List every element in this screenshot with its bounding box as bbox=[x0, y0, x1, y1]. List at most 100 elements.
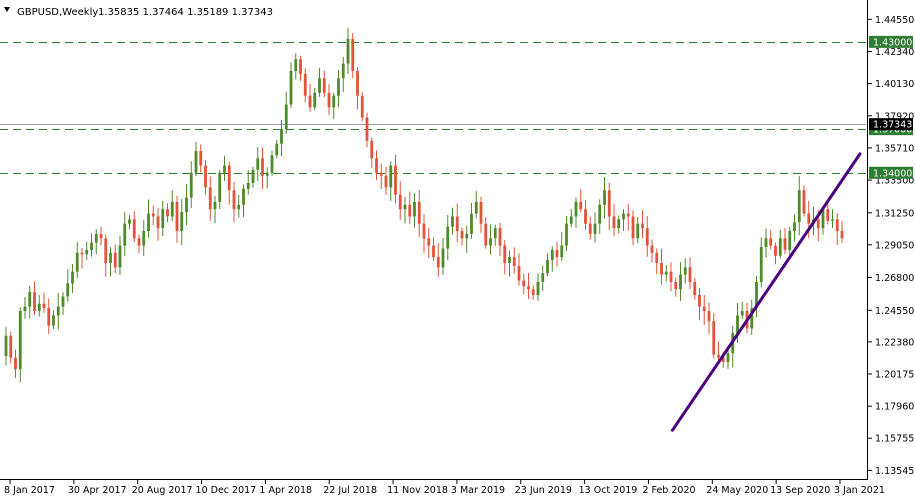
candle-body bbox=[717, 354, 720, 358]
x-tick-label: 20 Aug 2017 bbox=[132, 485, 193, 496]
candle-body bbox=[294, 59, 298, 71]
x-tick-label: 13 Oct 2019 bbox=[579, 485, 638, 496]
y-tick-label: 1.33500 bbox=[875, 176, 914, 187]
candle-body bbox=[612, 216, 616, 229]
candle-body bbox=[180, 212, 184, 231]
candle-body bbox=[147, 213, 150, 231]
candle-body bbox=[327, 92, 331, 108]
candle-body bbox=[80, 252, 84, 255]
candle-body bbox=[346, 38, 350, 64]
candle-body bbox=[61, 296, 65, 307]
candle-body bbox=[769, 238, 773, 246]
current-price-badge bbox=[869, 118, 913, 131]
candle-body bbox=[422, 223, 426, 239]
x-tick-label: 3 Mar 2019 bbox=[451, 485, 505, 496]
candle-body bbox=[242, 188, 245, 205]
candle-body bbox=[512, 257, 516, 266]
candle-body bbox=[698, 295, 701, 307]
y-tick-label: 1.26800 bbox=[875, 273, 914, 284]
collapse-triangle-icon[interactable] bbox=[4, 7, 10, 12]
trendline-layer bbox=[670, 152, 862, 432]
candle-body bbox=[379, 172, 383, 176]
candle-body bbox=[289, 70, 293, 105]
candle-body bbox=[75, 252, 79, 272]
candle-body bbox=[356, 70, 359, 96]
x-tick-label: 10 Dec 2017 bbox=[196, 485, 257, 496]
y-tick-label: 1.42340 bbox=[875, 47, 914, 58]
candle-body bbox=[707, 311, 711, 322]
y-tick-label: 1.29050 bbox=[875, 240, 914, 251]
x-tick-label: 30 Apr 2017 bbox=[68, 485, 127, 496]
y-tick-label: 1.35710 bbox=[875, 143, 914, 154]
candle-body bbox=[52, 315, 55, 326]
candle-body bbox=[626, 213, 630, 217]
candle-body bbox=[280, 129, 283, 144]
candles bbox=[4, 27, 844, 383]
candle-body bbox=[508, 257, 511, 264]
level-badge-label: 1.43000 bbox=[873, 37, 912, 48]
candle-body bbox=[142, 230, 146, 246]
candle-body bbox=[474, 201, 478, 214]
candle-body bbox=[151, 213, 155, 217]
candle-body bbox=[560, 245, 564, 258]
candle-body bbox=[389, 165, 393, 188]
candle-body bbox=[351, 38, 355, 71]
candle-body bbox=[669, 271, 673, 282]
candle-body bbox=[840, 230, 844, 239]
candle-body bbox=[493, 228, 497, 239]
candle-body bbox=[185, 197, 188, 213]
candle-body bbox=[408, 204, 412, 217]
candle-body bbox=[607, 190, 611, 217]
y-tick-label: 1.24550 bbox=[875, 306, 914, 317]
candle-body bbox=[308, 95, 312, 108]
level-badge-label: 1.34000 bbox=[873, 168, 912, 179]
candle-body bbox=[788, 230, 792, 250]
candle-body bbox=[441, 248, 445, 268]
candle-body bbox=[237, 204, 241, 210]
candle-body bbox=[489, 238, 492, 246]
candle-body bbox=[23, 306, 27, 312]
candle-body bbox=[199, 150, 203, 166]
candle-body bbox=[721, 357, 725, 362]
candle-body bbox=[322, 78, 326, 93]
candle-body bbox=[470, 213, 473, 234]
candle-body bbox=[802, 190, 806, 214]
candle-body bbox=[569, 216, 573, 224]
candle-body bbox=[702, 306, 706, 312]
candle-body bbox=[270, 155, 274, 173]
candle-body bbox=[641, 223, 644, 229]
candle-body bbox=[683, 267, 687, 275]
y-tick-label: 1.44550 bbox=[875, 15, 914, 26]
price-axis: 1.44550 1.42340 1.40130 1.37920 1.35710 1.335… bbox=[868, 15, 914, 477]
candle-body bbox=[56, 306, 60, 316]
candle-body bbox=[598, 204, 602, 224]
candle-body bbox=[588, 223, 592, 234]
candle-body bbox=[726, 353, 730, 362]
candle-body bbox=[465, 233, 469, 239]
candle-body bbox=[161, 209, 165, 229]
candle-body bbox=[427, 238, 431, 246]
candle-body bbox=[484, 223, 488, 246]
candle-body bbox=[109, 252, 112, 264]
candle-body bbox=[550, 249, 554, 261]
x-tick-label: 3 Jan 2021 bbox=[834, 485, 885, 496]
x-tick-label: 1 Apr 2018 bbox=[259, 485, 312, 496]
candle-body bbox=[118, 245, 122, 268]
candle-body bbox=[227, 165, 231, 191]
candle-body bbox=[774, 245, 777, 256]
candle-body bbox=[218, 172, 222, 202]
trendline[interactable] bbox=[670, 152, 862, 432]
candle-body bbox=[679, 274, 682, 290]
candle-body bbox=[360, 95, 364, 118]
candle-body bbox=[821, 209, 825, 229]
x-tick-label: 23 Jun 2019 bbox=[515, 485, 572, 496]
candle-body bbox=[403, 204, 407, 210]
candle-body bbox=[660, 263, 663, 275]
candle-body bbox=[265, 172, 269, 176]
candle-body bbox=[375, 158, 378, 173]
candle-body bbox=[759, 247, 763, 282]
y-tick-label: 1.20175 bbox=[875, 369, 914, 380]
candle-body bbox=[664, 271, 668, 275]
